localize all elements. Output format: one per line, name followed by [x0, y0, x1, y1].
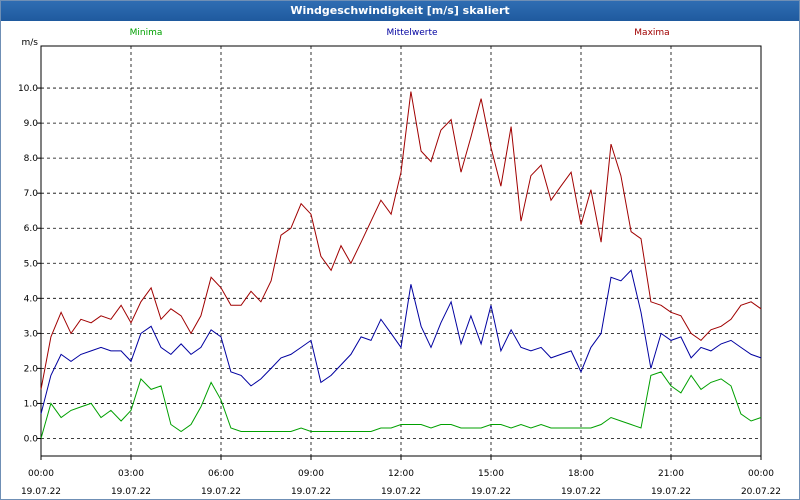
x-tick-date-label: 19.07.22	[201, 487, 241, 497]
x-tick-date-label: 19.07.22	[291, 487, 331, 497]
y-tick-label: 3.0	[24, 329, 39, 339]
window-title: Windgeschwindigkeit [m/s] skaliert	[1, 1, 799, 21]
series-layer	[40, 91, 762, 439]
legend-label-maxima: Maxima	[634, 28, 669, 38]
x-tick-date-label: 19.07.22	[471, 487, 511, 497]
x-tick-date-label: 19.07.22	[651, 487, 691, 497]
x-tick-time-label: 21:00	[658, 469, 684, 479]
y-tick-label: 8.0	[24, 154, 39, 164]
x-tick-time-label: 09:00	[298, 469, 324, 479]
grid	[40, 45, 762, 457]
axes: 0.0 1.0 2.0 3.0 4.0 5.0 6.0 7.0 8.0 9.0 10.0 m/s 00:…	[18, 38, 781, 497]
y-tick-label: 9.0	[24, 119, 39, 129]
y-tick-label: 2.0	[24, 364, 39, 374]
x-tick-time-label: 12:00	[388, 469, 414, 479]
y-tick-label: 1.0	[24, 399, 39, 409]
y-tick-label: 6.0	[24, 224, 39, 234]
series-line-mittelwerte	[40, 269, 762, 415]
y-tick-label: 5.0	[24, 259, 39, 269]
y-tick-label: 7.0	[24, 189, 39, 199]
y-tick-label: 4.0	[24, 294, 39, 304]
x-tick-time-label: 06:00	[208, 469, 234, 479]
x-tick-time-label: 00:00	[748, 469, 774, 479]
legend-label-minima: Minima	[130, 28, 163, 38]
x-tick-date-label: 20.07.22	[741, 487, 781, 497]
series-line-maxima	[40, 91, 762, 390]
x-tick-time-label: 15:00	[478, 469, 504, 479]
y-tick-label: 0.0	[24, 434, 39, 444]
x-tick-date-label: 19.07.22	[21, 487, 61, 497]
y-axis-label: m/s	[22, 38, 39, 48]
x-tick-time-label: 00:00	[28, 469, 54, 479]
x-tick-date-label: 19.07.22	[111, 487, 151, 497]
x-tick-time-label: 18:00	[568, 469, 594, 479]
legend: Maxima Mittelwerte Minima	[130, 28, 670, 38]
legend-label-mittelwerte: Mittelwerte	[386, 28, 437, 38]
series-line-minima	[40, 371, 762, 439]
x-tick-date-label: 19.07.22	[381, 487, 421, 497]
y-tick-label: 10.0	[18, 84, 38, 94]
x-tick-time-label: 03:00	[118, 469, 144, 479]
x-tick-date-label: 19.07.22	[561, 487, 601, 497]
